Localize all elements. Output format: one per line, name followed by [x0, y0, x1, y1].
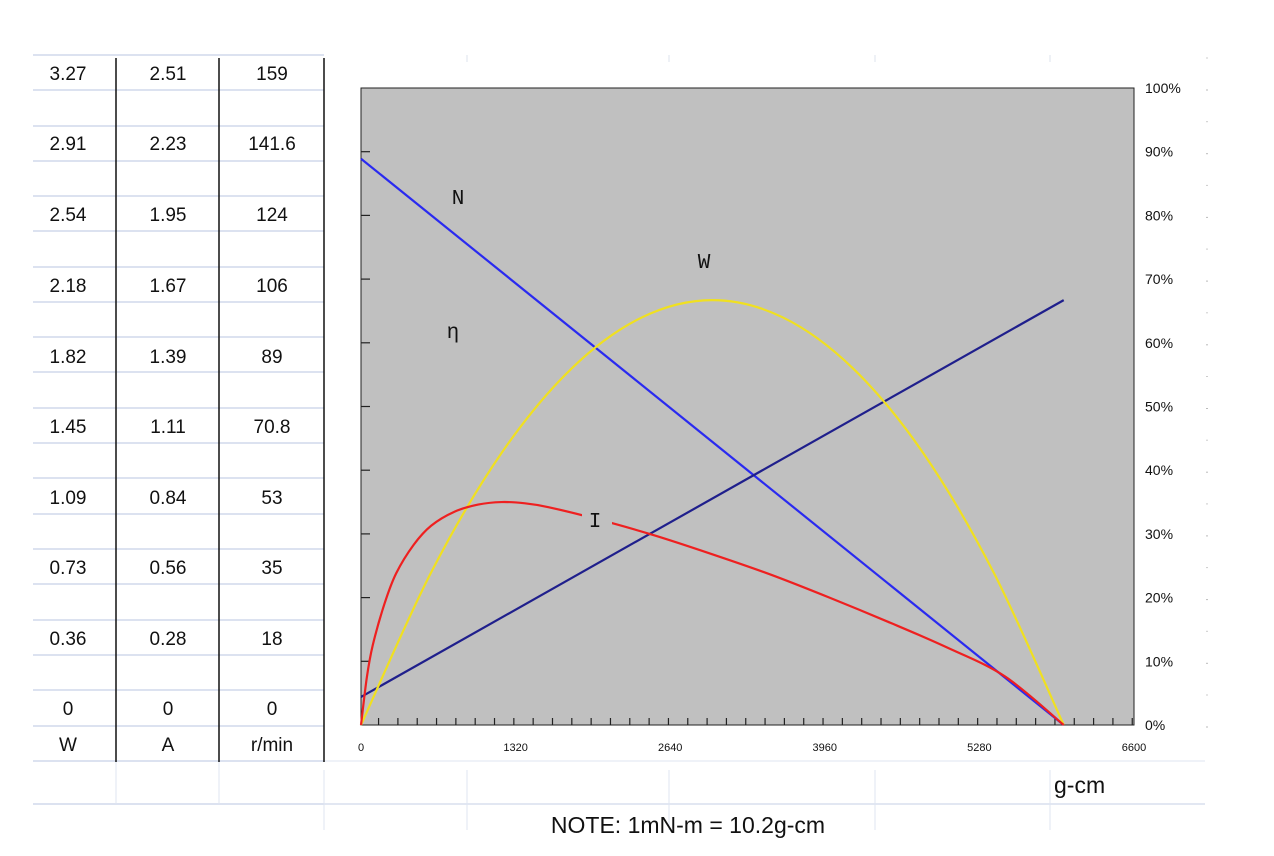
table-cell: 0.84 [150, 488, 187, 509]
table-cell: 2.91 [50, 134, 87, 155]
x-tick-label: 0 [358, 742, 364, 754]
table-cell: 0.56 [150, 558, 187, 579]
table-cell: 159 [256, 64, 288, 85]
x-tick-label: 6600 [1122, 742, 1146, 754]
y-tick-label: 60% [1145, 335, 1173, 351]
series-label-i: I [589, 511, 602, 534]
table-cell: 0 [267, 699, 278, 720]
series-label-η: η [447, 320, 459, 343]
table-header: r/min [251, 735, 293, 756]
y-tick-label: 100% [1145, 80, 1181, 96]
y-tick-label: 70% [1145, 271, 1173, 287]
table-cell: 2.51 [150, 64, 187, 85]
table-cell: 89 [261, 347, 282, 368]
y-tick-label: 40% [1145, 462, 1173, 478]
y-tick-label: 20% [1145, 590, 1173, 606]
table-cell: 1.82 [50, 347, 87, 368]
series-line-η [360, 299, 1065, 698]
table-cell: 2.23 [150, 134, 187, 155]
x-tick-label: 1320 [503, 742, 527, 754]
x-tick-label: 3960 [813, 742, 837, 754]
table-cell: 106 [256, 276, 288, 297]
series-label-background [582, 503, 612, 529]
y-tick-label: 10% [1145, 653, 1173, 669]
table-cell: 0 [163, 699, 174, 720]
table-cell: 2.54 [50, 205, 87, 226]
y-tick-label: 90% [1145, 144, 1173, 160]
x-tick-label: 5280 [967, 742, 991, 754]
table-cell: 124 [256, 205, 288, 226]
x-axis-unit: g-cm [1054, 772, 1105, 798]
table-cell: 0.73 [50, 558, 87, 579]
table-cell: 18 [261, 629, 282, 650]
plot-area [360, 87, 1135, 726]
table-cell: 35 [261, 558, 282, 579]
table-cell: 53 [261, 488, 282, 509]
x-tick-label: 2640 [658, 742, 682, 754]
series-line-i [359, 500, 1065, 726]
y-tick-label: 30% [1145, 526, 1173, 542]
table-cell: 1.67 [150, 276, 187, 297]
y-tick-label: 50% [1145, 399, 1173, 415]
table-cell: 1.95 [150, 205, 187, 226]
series-label-n: N [452, 188, 465, 211]
series-line-w [360, 299, 1065, 726]
table-cell: 1.39 [150, 347, 187, 368]
table-header: W [59, 735, 77, 756]
y-tick-label: 0% [1145, 717, 1165, 733]
table-cell: 141.6 [248, 134, 296, 155]
y-tick-label: 80% [1145, 207, 1173, 223]
table-cell: 70.8 [254, 417, 291, 438]
table-cell: 1.11 [150, 417, 186, 438]
table-cell: 2.18 [50, 276, 87, 297]
table-cell: 1.45 [50, 417, 87, 438]
table-header: A [162, 735, 175, 756]
table-cell: 0.36 [50, 629, 87, 650]
table-cell: 1.09 [50, 488, 87, 509]
series-label-w: W [698, 252, 711, 275]
table-cell: 3.27 [50, 64, 87, 85]
table-cell: 0 [63, 699, 74, 720]
note-text: NOTE: 1mN-m = 10.2g-cm [551, 812, 825, 838]
table-cell: 0.28 [150, 629, 187, 650]
series-line-n [360, 157, 1065, 726]
